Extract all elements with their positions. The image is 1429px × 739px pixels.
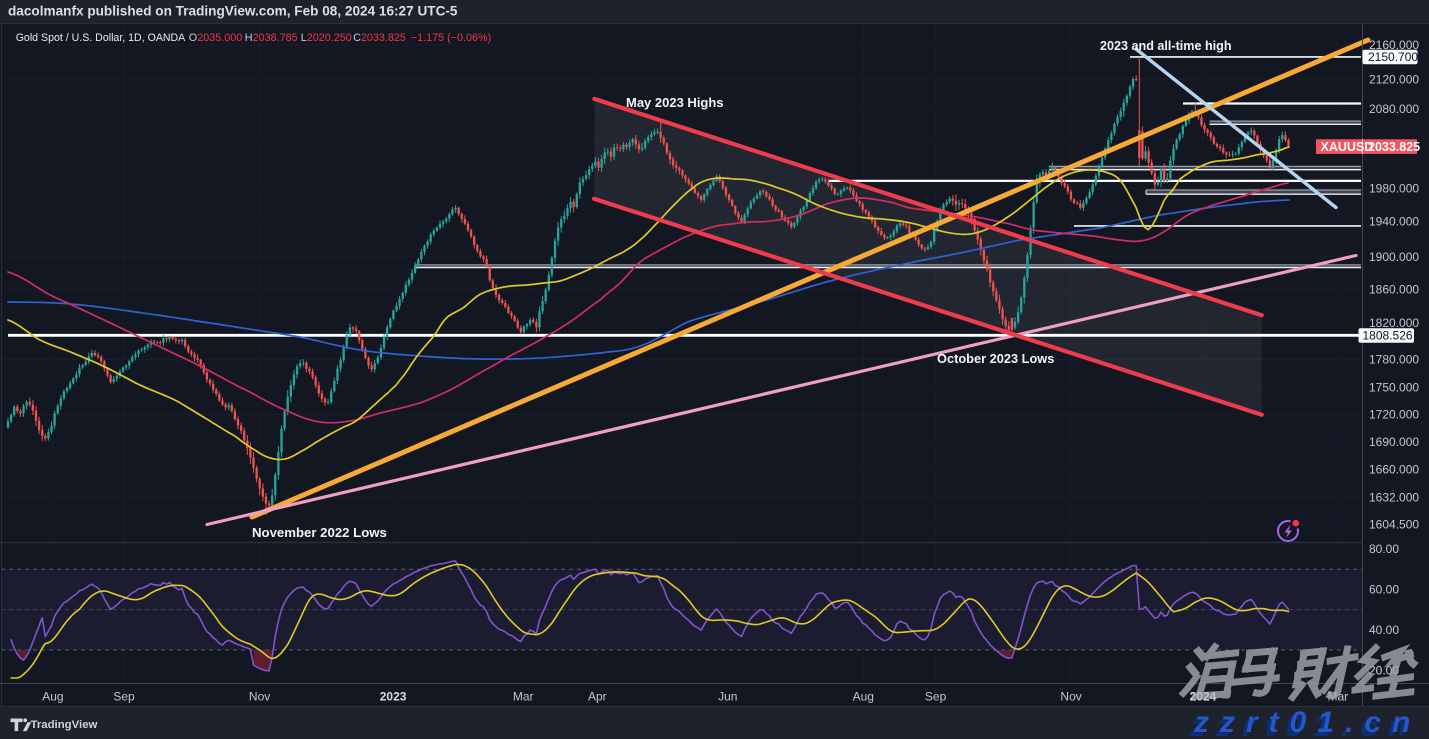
svg-text:1820.000: 1820.000 [1369, 316, 1419, 330]
svg-text:zzrt01.cn: zzrt01.cn [1193, 706, 1421, 739]
svg-text:Nov: Nov [1060, 690, 1081, 704]
svg-text:1690.000: 1690.000 [1369, 435, 1419, 449]
svg-text:Mar: Mar [513, 690, 534, 704]
svg-text:Aug: Aug [42, 690, 63, 704]
svg-text:2120.000: 2120.000 [1369, 72, 1419, 86]
svg-text:1940.000: 1940.000 [1369, 215, 1419, 229]
svg-text:2160.000: 2160.000 [1369, 38, 1419, 52]
svg-text:60.00: 60.00 [1369, 583, 1399, 597]
svg-text:XAUUSD: XAUUSD [1321, 140, 1374, 154]
svg-text:1980.000: 1980.000 [1369, 182, 1419, 196]
svg-text:Jun: Jun [718, 690, 737, 704]
svg-text:zzrt01.cn: zzrt01.cn [1189, 710, 1417, 739]
svg-text:Gold Spot / U.S. Dollar, 1D, O: Gold Spot / U.S. Dollar, 1D, OANDA [16, 32, 186, 44]
svg-text:1780.000: 1780.000 [1369, 353, 1419, 367]
svg-text:H2038.785: H2038.785 [245, 32, 298, 44]
svg-text:Aug: Aug [853, 690, 874, 704]
svg-text:2033.825: 2033.825 [1368, 140, 1420, 154]
svg-text:1750.000: 1750.000 [1369, 380, 1419, 394]
svg-text:20.00: 20.00 [1369, 663, 1399, 677]
svg-text:November 2022 Lows: November 2022 Lows [252, 525, 387, 540]
svg-text:2024: 2024 [1190, 690, 1217, 704]
svg-text:C2033.825: C2033.825 [353, 32, 406, 44]
svg-text:Mar: Mar [1327, 690, 1348, 704]
svg-text:1632.000: 1632.000 [1369, 490, 1419, 504]
svg-text:dacolmanfx published on Tradin: dacolmanfx published on TradingView.com,… [8, 4, 458, 19]
svg-text:Sep: Sep [925, 690, 947, 704]
svg-text:L2020.250: L2020.250 [301, 32, 352, 44]
svg-text:2023: 2023 [380, 690, 407, 704]
svg-text:1900.000: 1900.000 [1369, 250, 1419, 264]
svg-text:1604.500: 1604.500 [1369, 518, 1419, 532]
svg-text:80.00: 80.00 [1369, 542, 1399, 556]
svg-text:−1.175 (−0.06%): −1.175 (−0.06%) [411, 32, 491, 44]
svg-text:TradingView: TradingView [31, 719, 98, 731]
svg-text:Nov: Nov [249, 690, 270, 704]
svg-text:2150.700: 2150.700 [1368, 50, 1418, 64]
svg-text:O2035.000: O2035.000 [189, 32, 242, 44]
svg-text:2080.000: 2080.000 [1369, 102, 1419, 116]
svg-text:40.00: 40.00 [1369, 623, 1399, 637]
svg-text:2023 and all-time high: 2023 and all-time high [1100, 39, 1232, 53]
svg-text:October 2023 Lows: October 2023 Lows [937, 351, 1054, 366]
svg-text:1660.000: 1660.000 [1369, 463, 1419, 477]
svg-text:Apr: Apr [588, 690, 607, 704]
svg-text:1720.000: 1720.000 [1369, 408, 1419, 422]
svg-text:1808.526: 1808.526 [1363, 329, 1413, 343]
svg-text:1860.000: 1860.000 [1369, 283, 1419, 297]
svg-text:Sep: Sep [113, 690, 135, 704]
svg-text:May 2023 Highs: May 2023 Highs [626, 95, 724, 110]
